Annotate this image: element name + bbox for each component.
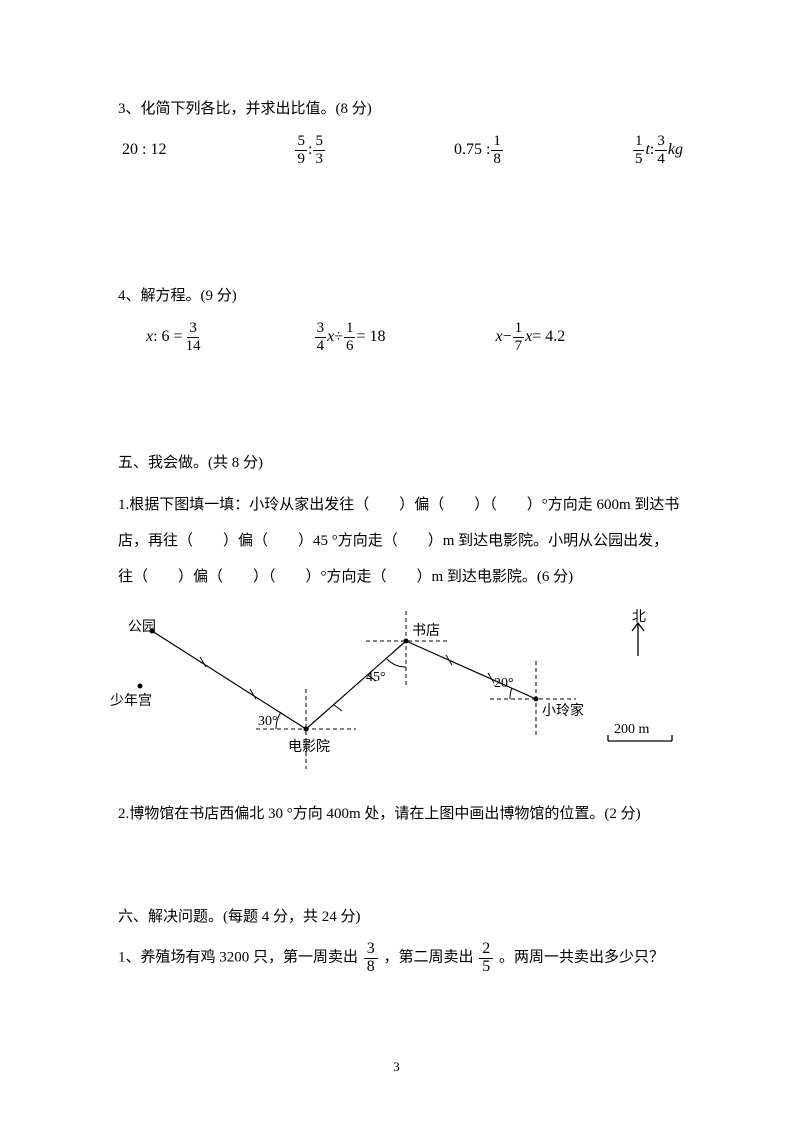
q4-header: 4、解方程。(9 分) [118, 283, 683, 310]
q3-item-1: 20 : 12 [122, 136, 166, 165]
label-north: 北 [632, 605, 646, 630]
q4-item-1: x : 6 = 314 [146, 320, 204, 354]
label-bookstore: 书店 [412, 619, 440, 644]
spacer [118, 203, 683, 283]
q3-equations: 20 : 12 59 : 53 0.75 : 18 15 t : 34 kg [118, 133, 683, 167]
question-4: 4、解方程。(9 分) x : 6 = 314 34 x ÷ 16 = 18 x… [118, 283, 683, 354]
s6-q1-pre: 1、养殖场有鸡 3200 只，第一周卖出 [118, 950, 362, 966]
s5-q2-text: 2.博物馆在书店西偏北 30 °方向 400m 处，请在上图中画出博物馆的位置。… [118, 801, 683, 828]
angle-20: 20° [494, 671, 514, 696]
q3-item-3: 0.75 : 18 [454, 133, 504, 167]
label-scale: 200 m [614, 717, 649, 742]
s6-q1-post: 。两周一共卖出多少只？ [499, 950, 664, 966]
diagram-svg [118, 611, 678, 781]
s6-header: 六、解决问题。(每题 4 分，共 24 分) [118, 904, 683, 931]
label-cinema: 电影院 [288, 735, 330, 760]
angle-30: 30° [258, 709, 278, 734]
label-youth-palace: 少年宫 [110, 689, 152, 714]
question-3: 3、化简下列各比，并求出比值。(8 分) 20 : 12 59 : 53 0.7… [118, 96, 683, 167]
angle-45: 45° [366, 665, 386, 690]
label-home: 小玲家 [542, 699, 584, 724]
direction-diagram: 公园 少年宫 电影院 书店 小玲家 北 200 m 30° 45° 20° [118, 611, 678, 781]
page-number: 3 [0, 1055, 793, 1078]
s6-q1-frac1: 38 [364, 941, 378, 976]
label-park: 公园 [128, 615, 156, 640]
s6-q1-mid: ，第二周卖出 [384, 950, 478, 966]
q3-header: 3、化简下列各比，并求出比值。(8 分) [118, 96, 683, 123]
q4-item-2: 34 x ÷ 16 = 18 [314, 320, 386, 354]
s6-q1: 1、养殖场有鸡 3200 只，第一周卖出 38 ，第二周卖出 25 。两周一共卖… [118, 941, 683, 976]
spacer [118, 864, 683, 904]
section-5: 五、我会做。(共 8 分) 1.根据下图填一填：小玲从家出发往（ ）偏（ ）（ … [118, 450, 683, 828]
s6-q1-frac2: 25 [479, 941, 493, 976]
q4-equations: x : 6 = 314 34 x ÷ 16 = 18 x − 17 x = 4.… [118, 320, 683, 354]
spacer [118, 390, 683, 450]
s5-q1-text: 1.根据下图填一填：小玲从家出发往（ ）偏（ ）（ ）°方向走 600m 到达书… [118, 487, 683, 595]
s5-header: 五、我会做。(共 8 分) [118, 450, 683, 477]
q4-item-3: x − 17 x = 4.2 [496, 320, 566, 354]
q3-item-2: 59 : 53 [294, 133, 325, 167]
section-6: 六、解决问题。(每题 4 分，共 24 分) 1、养殖场有鸡 3200 只，第一… [118, 904, 683, 976]
q3-item-4: 15 t : 34 kg [632, 133, 683, 167]
